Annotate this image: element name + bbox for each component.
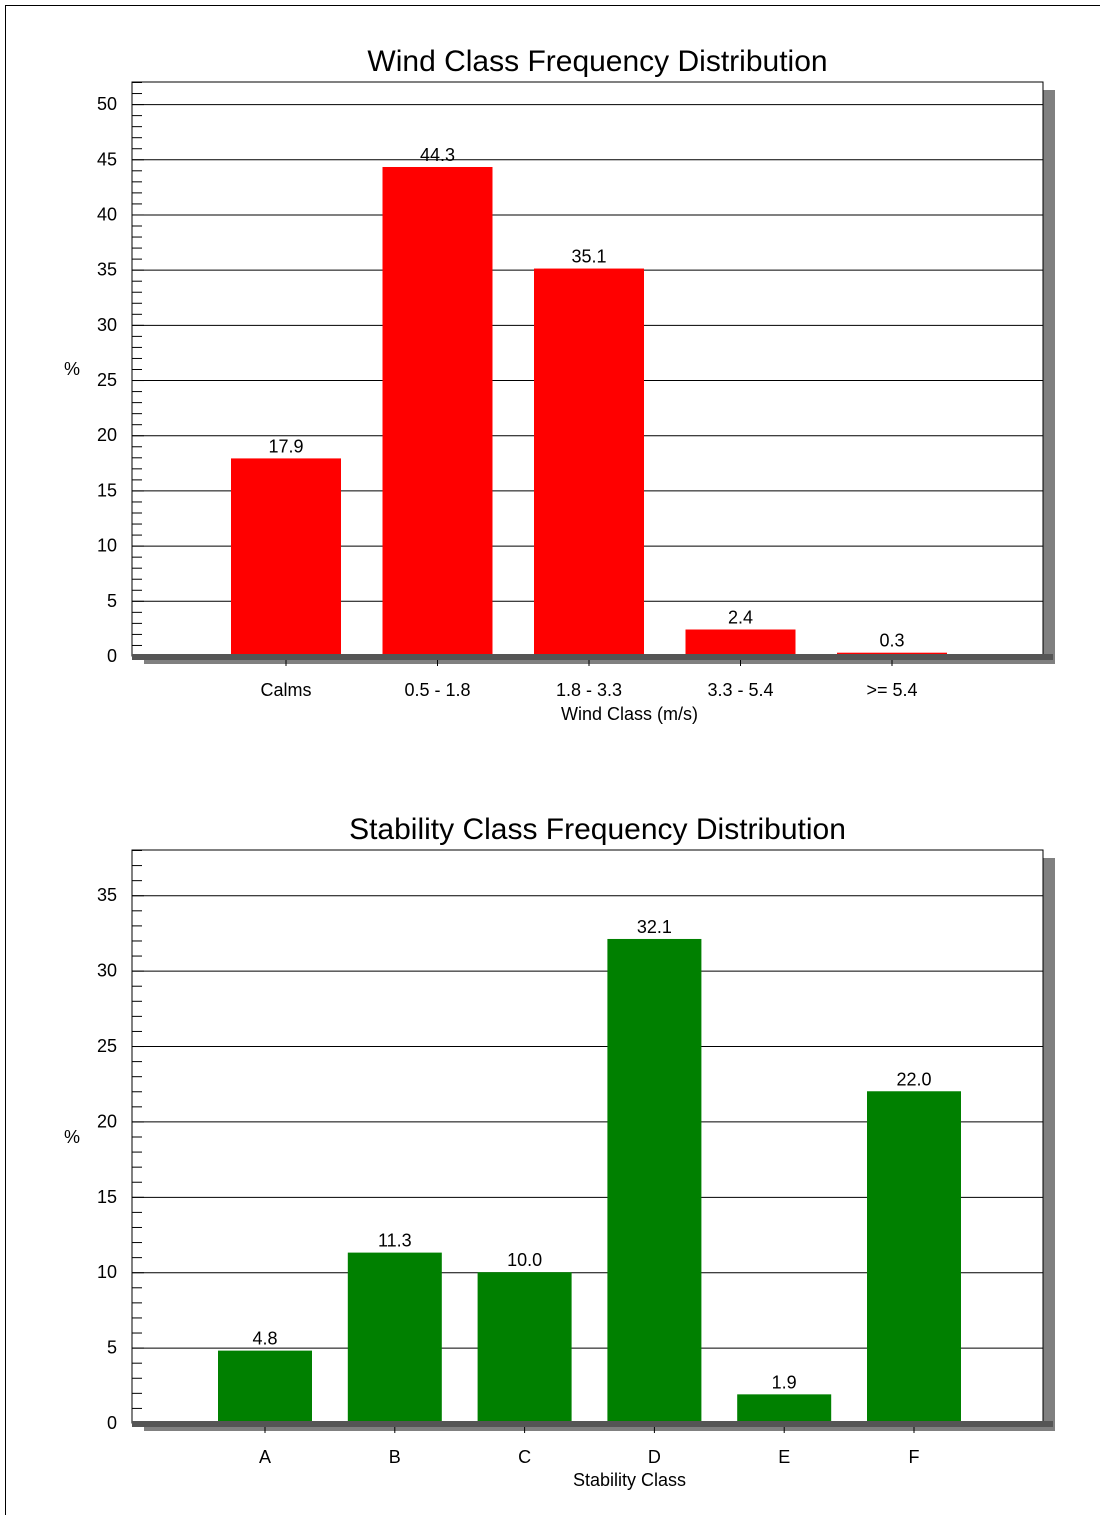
x-tick-label: A (259, 1447, 271, 1467)
y-tick-label: 25 (97, 370, 117, 390)
chart-title: Wind Class Frequency Distribution (367, 45, 827, 78)
y-tick-label: 5 (107, 1338, 117, 1358)
x-tick-label: C (518, 1447, 531, 1467)
bar (218, 1350, 312, 1423)
x-tick-label: >= 5.4 (866, 680, 917, 700)
y-axis-title: % (64, 359, 80, 379)
bar (685, 629, 796, 656)
bar (534, 268, 644, 656)
y-tick-label: 15 (97, 1187, 117, 1207)
data-label: 10.0 (507, 1250, 542, 1270)
y-tick-label: 0 (107, 1413, 117, 1433)
bar (347, 1252, 442, 1423)
bar (382, 166, 493, 656)
y-tick-label: 30 (97, 961, 117, 981)
y-tick-label: 35 (97, 260, 117, 280)
y-axis-title: % (64, 1127, 80, 1147)
y-tick-label: 45 (97, 149, 117, 169)
data-label: 44.3 (420, 145, 455, 165)
y-tick-label: 20 (97, 1111, 117, 1131)
y-tick-label: 0 (107, 646, 117, 666)
y-tick-label: 5 (107, 591, 117, 611)
bar (477, 1272, 572, 1423)
data-label: 4.8 (252, 1329, 277, 1349)
y-tick-label: 35 (97, 885, 117, 905)
y-tick-label: 10 (97, 1262, 117, 1282)
x-axis-title: Stability Class (573, 1470, 686, 1490)
chart-title: Stability Class Frequency Distribution (349, 813, 846, 846)
y-tick-label: 15 (97, 480, 117, 500)
x-tick-label: B (389, 1447, 401, 1467)
bar (607, 938, 702, 1423)
bar (737, 1394, 832, 1423)
y-tick-label: 50 (97, 94, 117, 114)
stability-class-chart: 0 5 10 15 20 25 30 35 4.8 A 11.3 B 10.0 C 32.1 D 1.9 E 22.… (64, 813, 1055, 1490)
y-tick-label: 10 (97, 536, 117, 556)
x-tick-label: 1.8 - 3.3 (556, 680, 622, 700)
x-tick-label: 3.3 - 5.4 (707, 680, 773, 700)
data-label: 17.9 (268, 436, 303, 456)
x-axis-title: Wind Class (m/s) (561, 704, 698, 724)
bar (231, 458, 341, 656)
data-label: 2.4 (728, 608, 753, 628)
x-tick-label: F (909, 1447, 920, 1467)
bar (867, 1091, 961, 1423)
page-frame (5, 5, 1100, 1515)
data-label: 22.0 (896, 1069, 931, 1089)
x-tick-label: 0.5 - 1.8 (404, 680, 470, 700)
x-tick-label: Calms (260, 680, 311, 700)
wind-class-chart: 0 5 10 15 20 25 30 35 40 45 50 17.9 Calms 44.3 0.5 - 1… (64, 45, 1055, 724)
x-tick-label: E (778, 1447, 790, 1467)
data-label: 11.3 (378, 1231, 412, 1251)
data-label: 0.3 (879, 631, 904, 651)
data-label: 35.1 (571, 247, 606, 267)
x-tick-label: D (648, 1447, 661, 1467)
y-tick-label: 25 (97, 1036, 117, 1056)
y-tick-label: 30 (97, 315, 117, 335)
data-label: 1.9 (772, 1372, 797, 1392)
y-tick-label: 40 (97, 204, 117, 224)
data-label: 32.1 (637, 917, 672, 937)
y-tick-label: 20 (97, 425, 117, 445)
